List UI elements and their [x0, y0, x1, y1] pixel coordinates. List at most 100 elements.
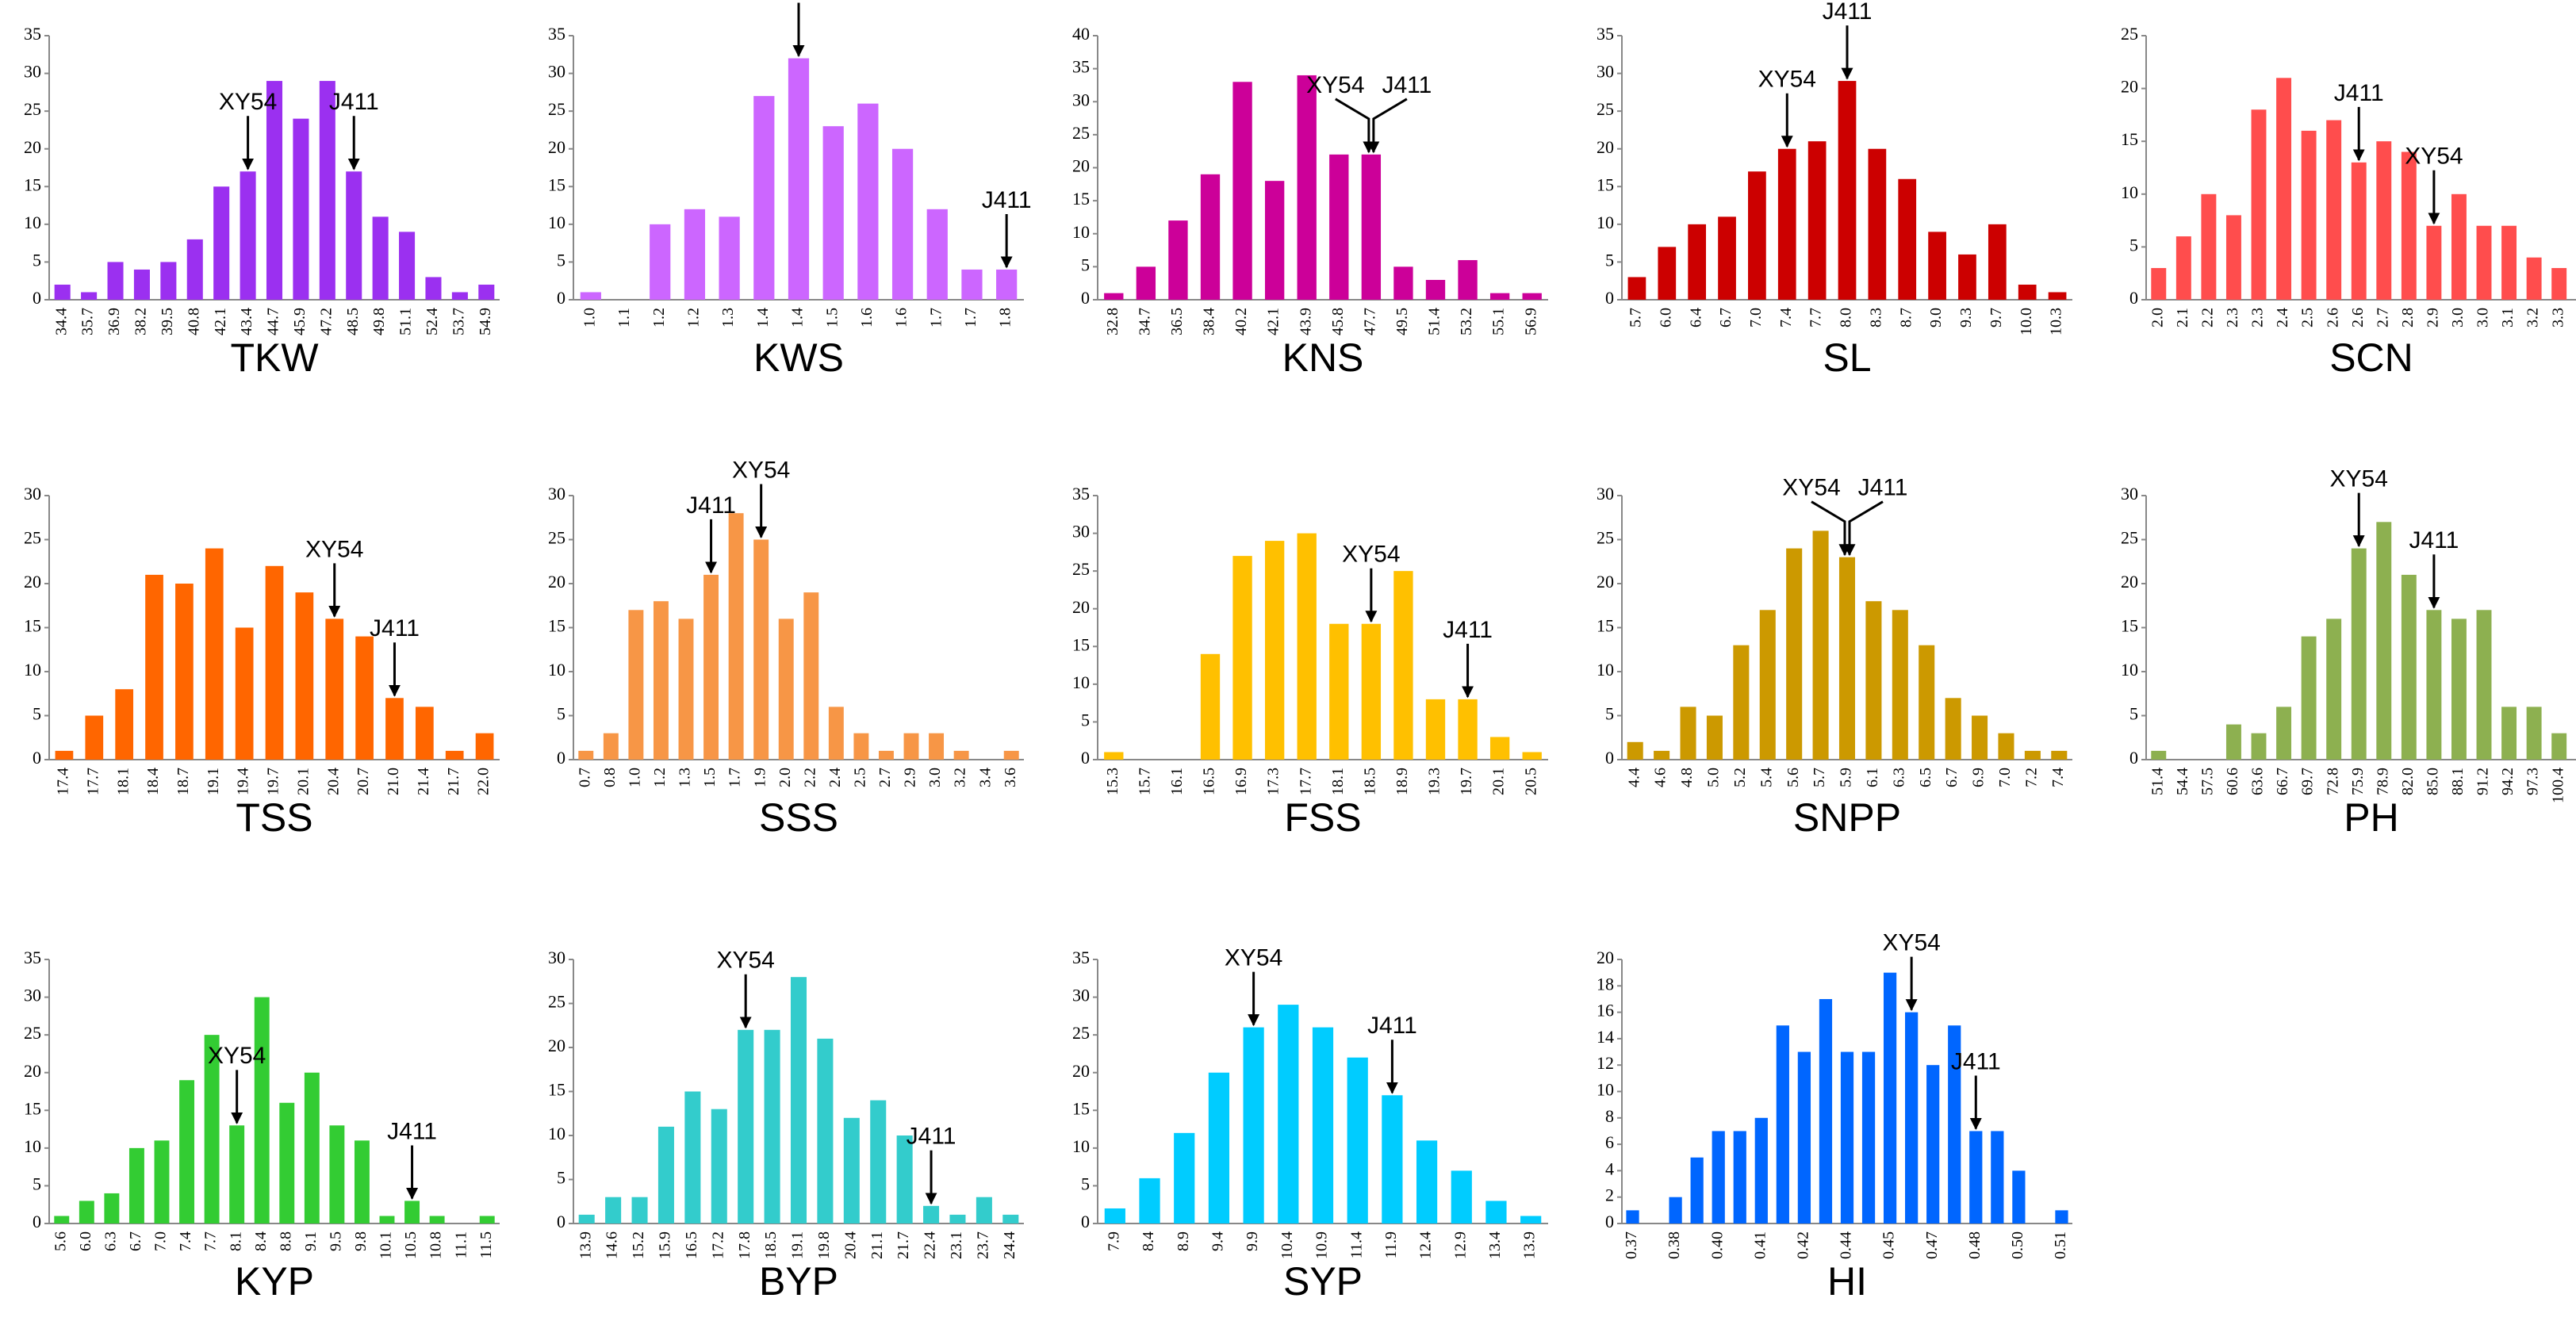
x-tick-label: 42.1 [212, 308, 229, 335]
bar [1718, 216, 1736, 300]
y-tick-label: 10 [1597, 213, 1614, 232]
bar [853, 733, 869, 760]
bar [2024, 750, 2041, 760]
y-tick-label: 15 [1072, 1098, 1090, 1118]
bar [1748, 171, 1766, 300]
chart-title: KNS [1282, 335, 1364, 380]
chart-title: SCN [2329, 335, 2413, 380]
bar [1626, 1210, 1639, 1224]
y-tick-label: 30 [24, 986, 41, 1005]
y-tick-label: 20 [2121, 572, 2138, 592]
x-tick-label: 10.1 [378, 1231, 395, 1259]
x-tick-label: 16.9 [1232, 768, 1250, 795]
y-tick-label: 25 [548, 528, 565, 548]
bar [1754, 1117, 1768, 1224]
bar [822, 126, 844, 300]
y-tick-label: 20 [548, 572, 565, 592]
bar [54, 1216, 70, 1224]
x-tick-label: 43.4 [238, 308, 255, 335]
chart-title: SYP [1283, 1259, 1363, 1304]
bar [115, 689, 134, 760]
x-tick-label: 3.0 [926, 768, 944, 787]
x-tick-label: 0.44 [1838, 1231, 1855, 1259]
x-tick-label: 13.4 [1486, 1231, 1504, 1259]
x-tick-label: 103.4 [2574, 768, 2576, 803]
bar [266, 81, 283, 300]
x-tick-label: 0.7 [576, 768, 593, 787]
chart-title: KWS [753, 335, 844, 380]
y-tick-label: 10 [1597, 1080, 1614, 1100]
bar [478, 284, 495, 300]
x-tick-label: 8.9 [1175, 1231, 1192, 1251]
bar [2376, 141, 2392, 300]
bar [929, 733, 945, 760]
x-tick-label: 1.3 [719, 308, 737, 327]
x-tick-label: 8.0 [1838, 308, 1855, 327]
bar [2151, 750, 2167, 760]
bar [1991, 1131, 2004, 1224]
x-tick-label: 34.7 [1136, 308, 1153, 335]
bar [1812, 530, 1829, 760]
bar [325, 618, 344, 760]
bar [1382, 1095, 1403, 1224]
bar [1658, 247, 1677, 300]
x-tick-label: 15.9 [657, 1231, 674, 1259]
y-tick-label: 20 [24, 1061, 41, 1081]
x-tick-label: 8.4 [1140, 1231, 1157, 1251]
x-tick-label: 19.1 [205, 768, 222, 795]
panel: 0 5 10 15 20 25 30 35 5.6 6.0 6.3 6.7 7.0 7.4 7.7 8.1 8.… [24, 948, 500, 1304]
bar [1948, 1025, 1961, 1224]
y-tick-label: 30 [24, 484, 41, 504]
y-tick-label: 30 [24, 62, 41, 82]
y-tick-label: 25 [24, 528, 41, 548]
x-tick-label: 88.1 [2449, 768, 2467, 795]
x-tick-label: 17.2 [709, 1231, 726, 1259]
x-tick-label: 6.7 [1717, 308, 1735, 327]
bar [254, 997, 270, 1224]
bar [926, 209, 948, 300]
x-tick-label: 78.9 [2374, 768, 2391, 795]
y-tick-label: 30 [1072, 90, 1090, 109]
bar [2276, 707, 2292, 760]
y-tick-label: 5 [2129, 704, 2138, 724]
bar [828, 707, 844, 760]
annotation-label: J411 [370, 615, 420, 641]
annotation-label: XY54 [769, 0, 827, 2]
annotation-label: J411 [2409, 527, 2459, 553]
x-tick-label: 49.5 [1393, 308, 1411, 335]
x-tick-label: 45.8 [1329, 308, 1347, 335]
x-tick-label: 39.5 [159, 308, 176, 335]
x-tick-label: 2.9 [902, 768, 919, 787]
annotation-label: XY54 [1882, 930, 1940, 956]
bar [2451, 193, 2467, 300]
y-tick-label: 25 [1597, 528, 1614, 548]
x-tick-label: 40.2 [1232, 308, 1250, 335]
bar [1988, 224, 2007, 300]
y-tick-label: 10 [24, 660, 41, 680]
x-tick-label: 2.2 [2198, 308, 2216, 327]
x-tick-label: 13.9 [577, 1231, 594, 1259]
y-tick-label: 15 [1597, 616, 1614, 636]
bar [329, 1125, 345, 1224]
x-tick-label: 66.7 [2274, 768, 2291, 795]
y-tick-label: 18 [1597, 974, 1614, 994]
x-tick-label: 1.2 [651, 768, 669, 787]
x-tick-label: 19.1 [789, 1231, 807, 1259]
panel: 0 5 10 15 20 25 30 35 40 32.8 34.7 36.5 38.4 40.2 42.1… [1072, 24, 1548, 380]
x-tick-label: 12.9 [1451, 1231, 1469, 1259]
x-tick-label: 2.5 [851, 768, 868, 787]
y-tick-label: 20 [1597, 137, 1614, 157]
y-tick-label: 15 [2121, 616, 2138, 636]
y-tick-label: 5 [33, 704, 41, 724]
bar [1926, 1065, 1940, 1224]
x-tick-label: 17.4 [55, 768, 72, 795]
x-tick-label: 0.45 [1880, 1231, 1898, 1259]
annotation-arrow [1335, 98, 1375, 154]
x-tick-label: 35.7 [79, 308, 97, 335]
y-tick-label: 15 [1072, 189, 1090, 209]
y-tick-label: 10 [1072, 1136, 1090, 1156]
bar [1451, 1170, 1472, 1224]
x-tick-label: 0.40 [1708, 1231, 1726, 1259]
y-tick-label: 20 [24, 572, 41, 592]
bar [1969, 1131, 1983, 1224]
